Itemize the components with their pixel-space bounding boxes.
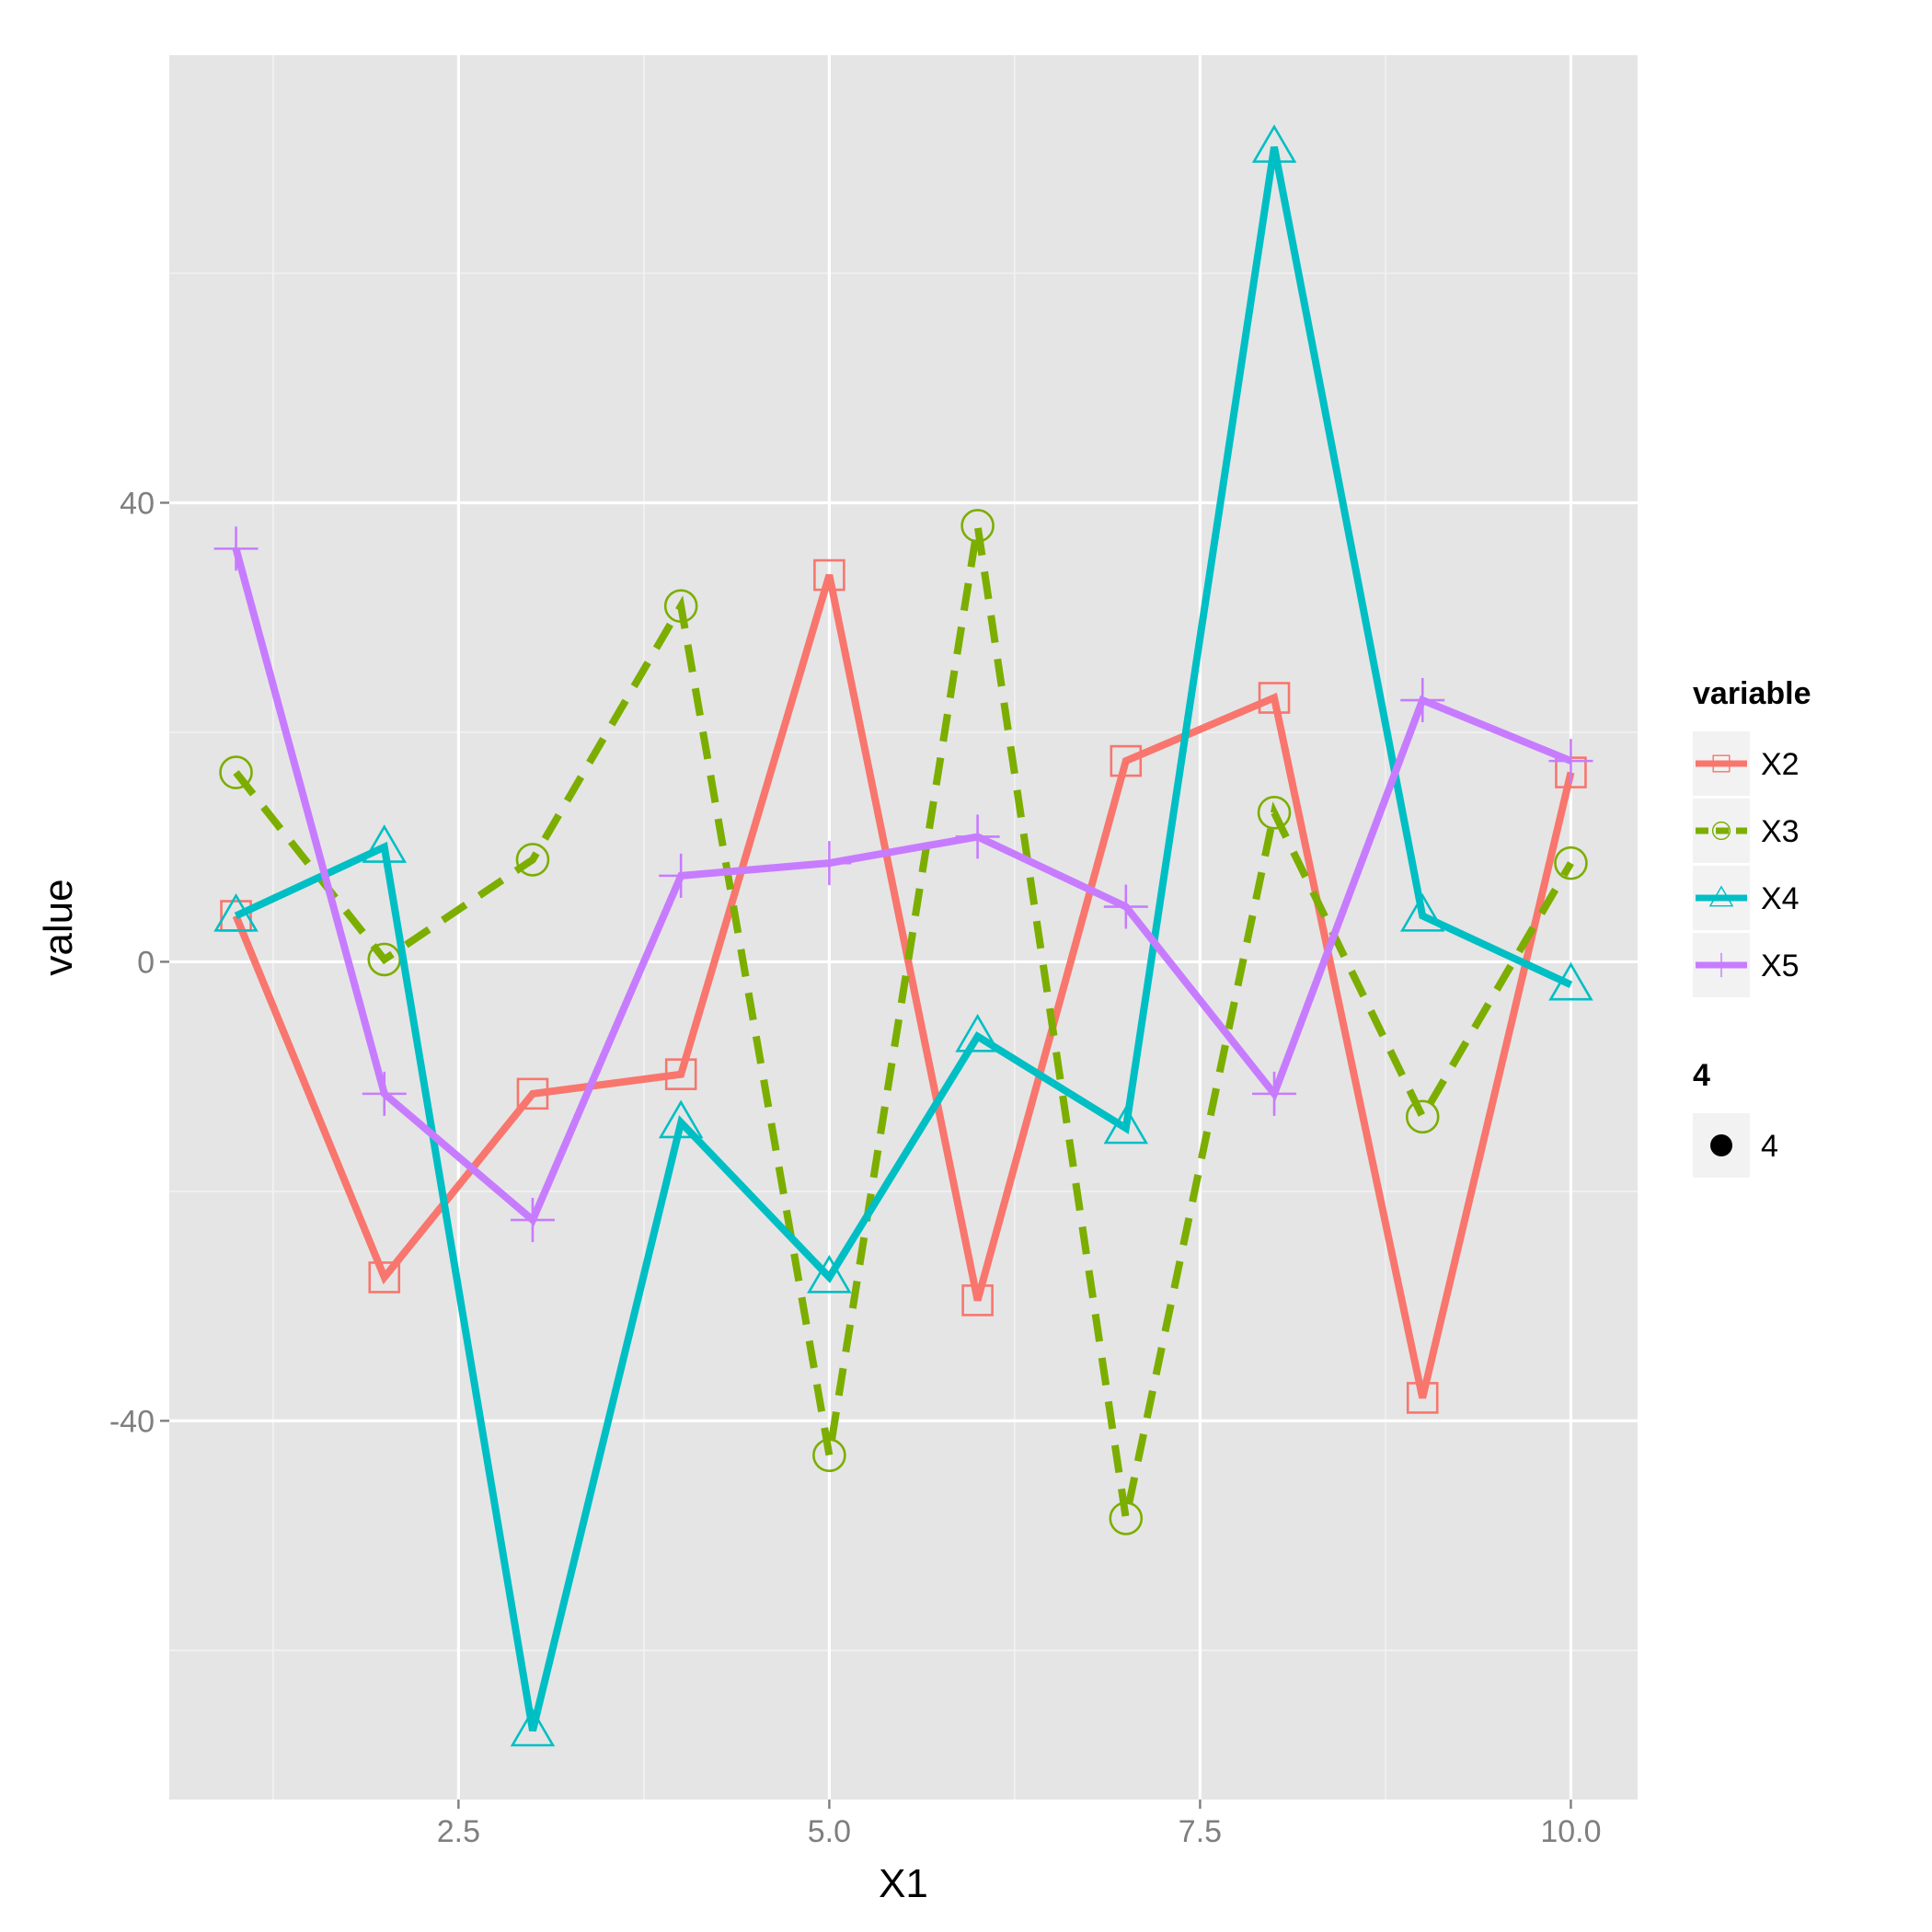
data-point-plus (659, 853, 704, 898)
data-point-triangle (1251, 124, 1297, 163)
data-point-square (1712, 754, 1731, 773)
data-point-plus (1548, 739, 1593, 784)
y-tick-label: 0 (137, 945, 155, 980)
series-layer (213, 124, 1593, 1747)
legend-label: X2 (1761, 747, 1800, 782)
legend-label: X5 (1761, 949, 1800, 983)
series-line (232, 547, 1573, 1226)
data-point-circle (663, 589, 698, 624)
legend-key-dot (1710, 1134, 1732, 1156)
data-point-plus (807, 841, 852, 886)
data-point-circle (1109, 1501, 1144, 1535)
data-point-circle (1257, 795, 1292, 830)
legend-label: X3 (1761, 814, 1800, 849)
data-point-square (1258, 682, 1291, 714)
y-tick-label: -40 (109, 1404, 155, 1439)
minor-gridlines (169, 55, 1638, 1800)
x-tick-label: 2.5 (437, 1814, 480, 1849)
data-point-triangle (362, 824, 408, 863)
data-point-circle (1554, 845, 1588, 880)
data-point-triangle (807, 1254, 852, 1294)
data-point-plus (1400, 678, 1445, 723)
legend-entry-x4: X4 (1693, 866, 1800, 930)
data-point-circle (1711, 821, 1731, 841)
y-tick-label: 40 (120, 486, 155, 521)
data-point-triangle (1103, 1105, 1149, 1144)
data-point-plus (213, 526, 259, 571)
y-axis-title: value (36, 879, 81, 975)
data-point-circle (219, 755, 253, 789)
series-x2 (220, 558, 1587, 1414)
data-point-square (368, 1261, 401, 1294)
data-point-triangle (1399, 892, 1445, 932)
data-point-triangle (1548, 961, 1593, 1001)
legend-entry-x2: X2 (1693, 731, 1800, 796)
x-axis-title: X1 (879, 1861, 928, 1906)
data-point-square (1406, 1382, 1439, 1414)
data-point-circle (1405, 1099, 1440, 1134)
data-point-circle (960, 509, 995, 543)
data-point-square (813, 558, 845, 592)
data-point-triangle (510, 1708, 556, 1747)
data-point-circle (812, 1438, 846, 1473)
series-line (233, 524, 1574, 1520)
x-tick-label: 7.5 (1179, 1814, 1222, 1849)
series-x5 (213, 526, 1593, 1243)
axes: 2.5 5.0 7.5 10.0 -40 0 40 (109, 486, 1602, 1849)
legend: variable X2 X3 X4 X5 4 4 (1693, 676, 1811, 1178)
data-point-triangle (213, 892, 259, 932)
legend-entry-size: 4 (1693, 1113, 1778, 1178)
series-line (232, 573, 1575, 1399)
data-point-plus (362, 1071, 407, 1116)
x-tick-label: 10.0 (1540, 1814, 1601, 1849)
data-point-plus (510, 1198, 555, 1243)
data-point-circle (515, 843, 550, 877)
legend-entry-x3: X3 (1693, 799, 1800, 863)
data-point-square (516, 1077, 549, 1110)
major-gridlines (169, 55, 1638, 1800)
data-point-triangle (658, 1099, 704, 1139)
data-point-plus (1252, 1071, 1297, 1116)
data-point-triangle (1708, 885, 1734, 907)
series-line (234, 146, 1573, 1732)
legend-label: 4 (1761, 1129, 1778, 1164)
data-point-square (664, 1058, 697, 1090)
legend-entry-x5: X5 (1693, 933, 1800, 997)
data-point-plus (1103, 884, 1148, 929)
legend-title-4: 4 (1693, 1058, 1710, 1093)
series-x4 (213, 124, 1593, 1747)
legend-title-variable: variable (1693, 676, 1811, 711)
data-point-triangle (955, 1013, 1000, 1052)
data-point-plus (955, 814, 1000, 859)
x-tick-label: 5.0 (808, 1814, 851, 1849)
data-point-square (1110, 744, 1143, 777)
data-point-plus (1708, 952, 1734, 978)
legend-label: X4 (1761, 881, 1800, 916)
data-point-square (961, 1284, 994, 1317)
